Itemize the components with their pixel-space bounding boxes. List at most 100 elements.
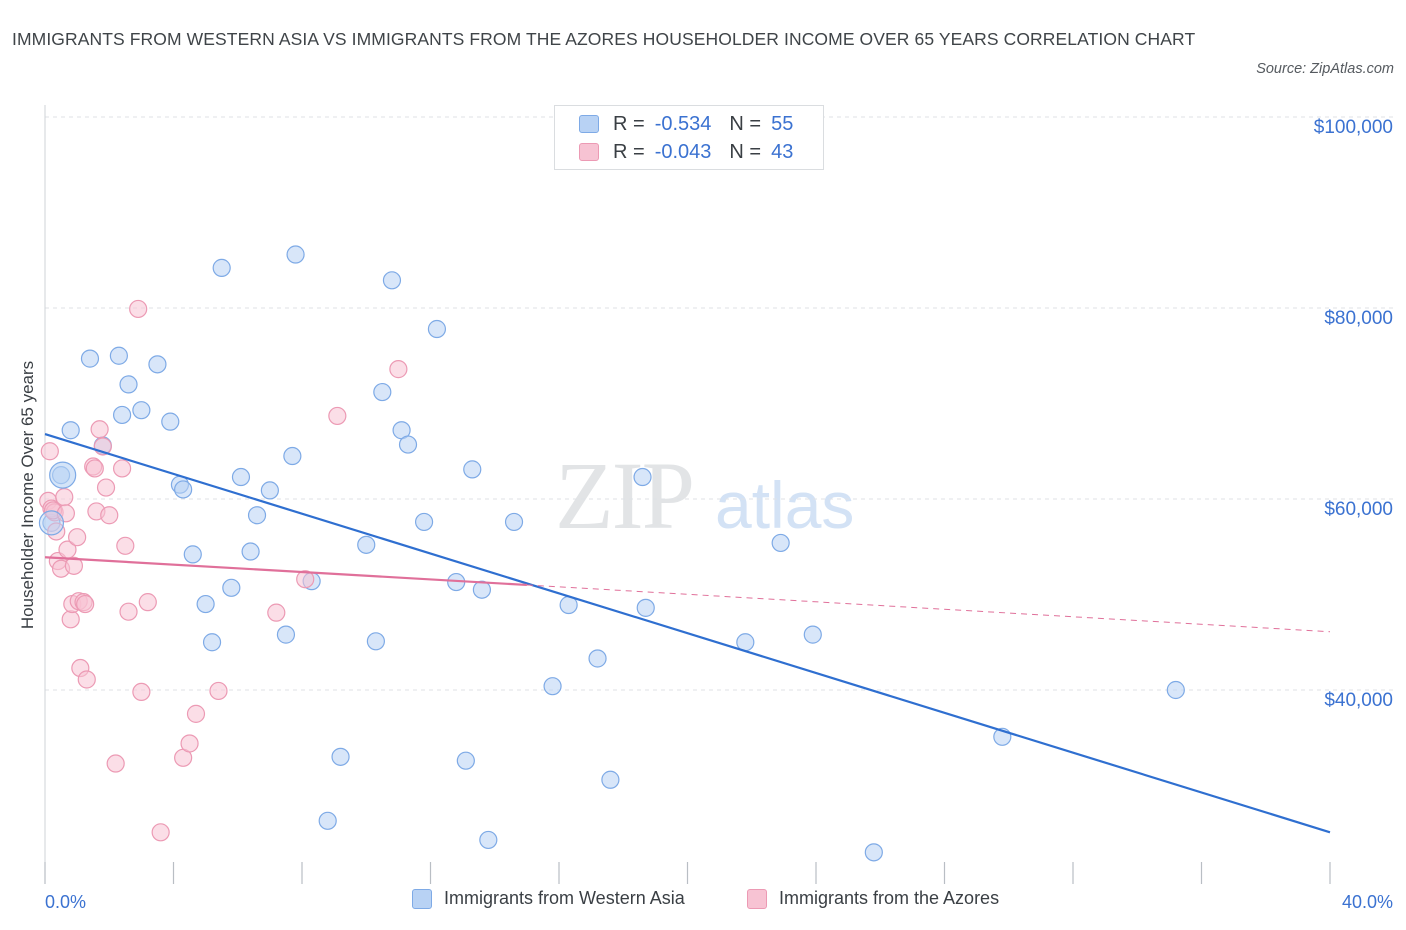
western-asia-point [196,594,215,614]
western-asia-point [247,506,267,525]
azores-point [61,610,80,629]
y-tick-label: $60,000 [1324,499,1393,520]
western-asia-point [80,349,100,368]
western-asia-point [161,412,180,431]
azores-point [106,754,125,773]
azores-point [96,478,116,497]
azores-point [64,556,84,575]
western-asia-point [183,545,202,564]
western-asia-point [864,843,883,862]
western-asia-point [318,811,337,830]
azores-point [328,406,347,426]
western-asia-point [283,446,302,466]
western-asia-point [771,533,790,553]
stats-legend: R = -0.534 N = 55 R = -0.043 N = 43 [554,105,824,170]
western-asia-point [132,401,151,420]
chart-title: IMMIGRANTS FROM WESTERN ASIA VS IMMIGRAN… [12,29,1196,49]
azores-point [90,420,109,439]
azores-point [186,704,206,723]
azores-point [132,682,151,702]
western-asia-point [366,632,385,651]
n-label: N = [729,140,762,163]
legend-label-western-asia: Immigrants from Western Asia [444,888,685,908]
western-asia-point [61,421,80,440]
western-asia-point [148,355,167,374]
blue-swatch-icon [412,888,432,909]
azores-point [267,603,286,622]
western-asia-point [286,245,305,264]
azores-point [85,459,104,478]
western-asia-point [636,598,655,617]
western-asia-point [38,510,65,536]
r-value: -0.534 [654,112,712,135]
western-asia-point [202,633,222,652]
azores-point [100,506,119,525]
r-value: -0.043 [654,140,712,163]
azores-point [40,442,59,461]
azores-point [296,570,315,589]
legend-item-azores[interactable]: Immigrants from the Azores [747,888,999,909]
azores-point [116,536,135,555]
stats-legend-row-western-asia: R = -0.534 N = 55 [579,111,793,137]
stats-legend-row-azores: R = -0.043 N = 43 [579,139,793,165]
source-label: Source: ZipAtlas.com [1256,61,1394,77]
legend-label-azores: Immigrants from the Azores [779,888,1000,908]
western-asia-point [212,258,231,277]
western-asia-point [357,535,376,554]
western-asia-point [427,319,447,339]
western-asia-point [472,580,491,599]
western-asia-point [463,460,482,479]
western-asia-point [504,512,524,532]
y-tick-label: $40,000 [1324,690,1393,711]
western-asia-point [49,461,77,489]
western-asia-point [231,467,251,487]
n-value: 55 [771,112,794,135]
azores-trend-line [44,556,527,587]
azores-point [209,681,228,701]
western-asia-point [174,480,193,499]
watermark-zip: ZIP [555,442,693,549]
r-label: R = [613,112,645,135]
western-asia-point [1166,680,1185,700]
azores-point [129,299,148,319]
azores-trend-line [526,584,1331,633]
western-asia-point [276,625,296,644]
azores-point [389,360,408,379]
western-asia-point [260,481,279,500]
y-tick-label: $100,000 [1314,117,1393,138]
azores-point [180,734,199,753]
western-asia-point [119,375,138,394]
legend-item-western-asia[interactable]: Immigrants from Western Asia [412,888,685,909]
western-asia-point [382,271,402,290]
western-asia-point [398,435,418,454]
western-asia-point [633,467,652,487]
azores-point [55,487,74,507]
azores-point [77,670,96,689]
western-asia-point [588,649,607,668]
n-label: N = [729,112,762,135]
azores-point [138,593,157,612]
western-asia-point [456,751,475,770]
azores-point [112,459,132,478]
western-asia-point [241,542,260,561]
western-asia-point [479,830,498,850]
western-asia-point [112,405,132,425]
watermark-atlas: atlas [715,468,854,542]
azores-point [119,602,138,621]
pink-swatch-icon [579,143,599,161]
western-asia-point [601,770,620,789]
azores-point [68,528,87,547]
western-asia-point [803,625,822,644]
western-asia-point [414,512,434,532]
western-asia-trend-line [44,433,1331,834]
x-tick-label: 40.0% [1342,892,1393,912]
western-asia-point [109,346,128,365]
western-asia-point [543,677,562,696]
azores-point [47,522,66,541]
western-asia-point [331,747,350,766]
series-legend: Immigrants from Western Asia Immigrants … [0,888,1406,916]
n-value: 43 [771,140,794,163]
azores-point [76,594,95,614]
western-asia-point [373,382,392,402]
